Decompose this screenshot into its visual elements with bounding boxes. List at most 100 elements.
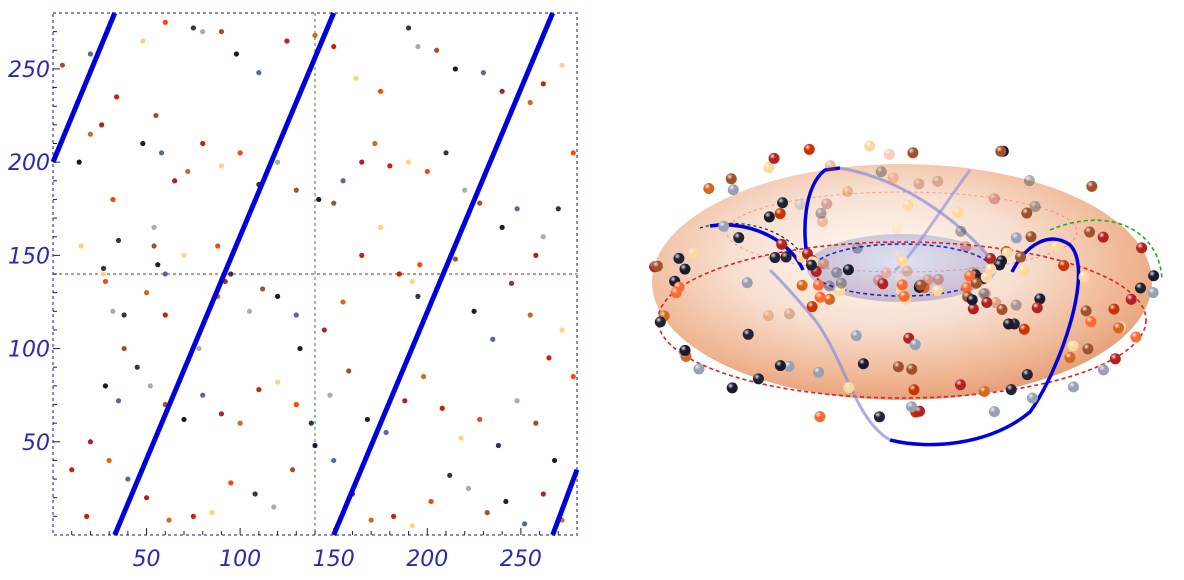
torus-point (1021, 369, 1033, 381)
torus-point (875, 166, 887, 178)
torus-point (1003, 318, 1015, 330)
scatter-chart: 50 100 150 200 250 50 100 150 200 250 (8, 12, 580, 572)
data-point (166, 517, 172, 523)
data-point (447, 472, 453, 478)
torus-point (814, 411, 826, 423)
torus-point (843, 382, 855, 394)
data-point (503, 498, 509, 505)
data-point (110, 196, 116, 203)
data-point (87, 439, 94, 445)
data-point (514, 398, 520, 404)
data-point (465, 485, 472, 491)
data-point (218, 411, 225, 417)
torus-point (796, 279, 808, 291)
torus-point (996, 303, 1008, 315)
data-point (102, 278, 108, 285)
torus-point (978, 288, 990, 300)
torus-point (824, 160, 836, 172)
torus-point (1050, 241, 1062, 253)
x-tick-label: 100 (219, 547, 261, 572)
axis-ticks: 50 100 150 200 250 50 100 150 200 250 (8, 31, 559, 572)
data-point (331, 43, 337, 50)
data-point (185, 168, 191, 175)
data-point (346, 368, 352, 374)
data-point (452, 66, 458, 72)
data-point (158, 150, 165, 156)
data-point (59, 62, 65, 68)
data-point (297, 345, 303, 352)
torus-point (762, 309, 774, 321)
data-point (316, 196, 322, 203)
torus-point (693, 363, 705, 375)
torus-point (850, 330, 862, 342)
data-point (555, 206, 561, 212)
data-point (190, 513, 196, 519)
data-point (237, 420, 243, 426)
data-point (540, 81, 546, 87)
torus-point (1086, 180, 1098, 192)
torus-point (898, 290, 910, 302)
torus-point (1010, 232, 1022, 244)
torus-point (877, 278, 889, 290)
torus-point (1098, 364, 1110, 376)
data-point (434, 47, 440, 53)
data-point (284, 38, 290, 44)
torus-point (1078, 271, 1090, 283)
data-point (200, 29, 206, 35)
data-point (140, 140, 146, 147)
torus-point (1067, 381, 1079, 393)
data-point (151, 243, 157, 249)
data-point (514, 206, 520, 212)
data-point (271, 504, 277, 510)
torus-point (887, 172, 899, 184)
torus-point (774, 360, 786, 372)
curve-segment (889, 237, 1081, 447)
x-tick-label: 200 (406, 547, 448, 572)
torus-point (763, 161, 775, 173)
torus-point (1031, 302, 1043, 314)
torus-point (783, 308, 795, 320)
data-point (359, 252, 365, 258)
data-point (200, 140, 206, 147)
torus-point (818, 258, 830, 270)
torus-point (780, 251, 792, 263)
torus-point (1136, 242, 1148, 254)
torus-point (823, 280, 835, 292)
data-point (570, 150, 576, 156)
torus-point (932, 175, 944, 187)
torus-point (763, 211, 775, 223)
data-point (570, 373, 576, 380)
data-point (340, 178, 346, 184)
data-point (312, 32, 318, 38)
data-point (377, 88, 384, 94)
torus-point (1029, 201, 1041, 213)
data-point (162, 19, 168, 25)
torus-point (954, 379, 966, 391)
data-point (289, 467, 296, 473)
torus-point (994, 259, 1006, 271)
torus-point (980, 271, 992, 283)
torus-point (1085, 316, 1097, 328)
data-point (237, 150, 243, 156)
data-point (215, 243, 221, 249)
torus-point (777, 197, 789, 209)
torus-point (670, 287, 682, 299)
data-point (415, 43, 421, 50)
data-point (331, 457, 337, 464)
data-points (59, 19, 576, 529)
torus-point (1125, 293, 1137, 305)
torus-point (733, 232, 745, 244)
torus-point (805, 259, 817, 271)
torus-point (906, 363, 918, 375)
data-point (540, 234, 546, 240)
data-point (353, 75, 359, 81)
data-point (125, 476, 131, 482)
data-point (228, 480, 234, 486)
data-point (87, 131, 94, 137)
data-point (252, 491, 258, 497)
data-point (260, 286, 266, 292)
data-point (87, 51, 94, 57)
torus-point (932, 273, 944, 285)
data-point (415, 293, 421, 299)
data-point (490, 336, 496, 342)
